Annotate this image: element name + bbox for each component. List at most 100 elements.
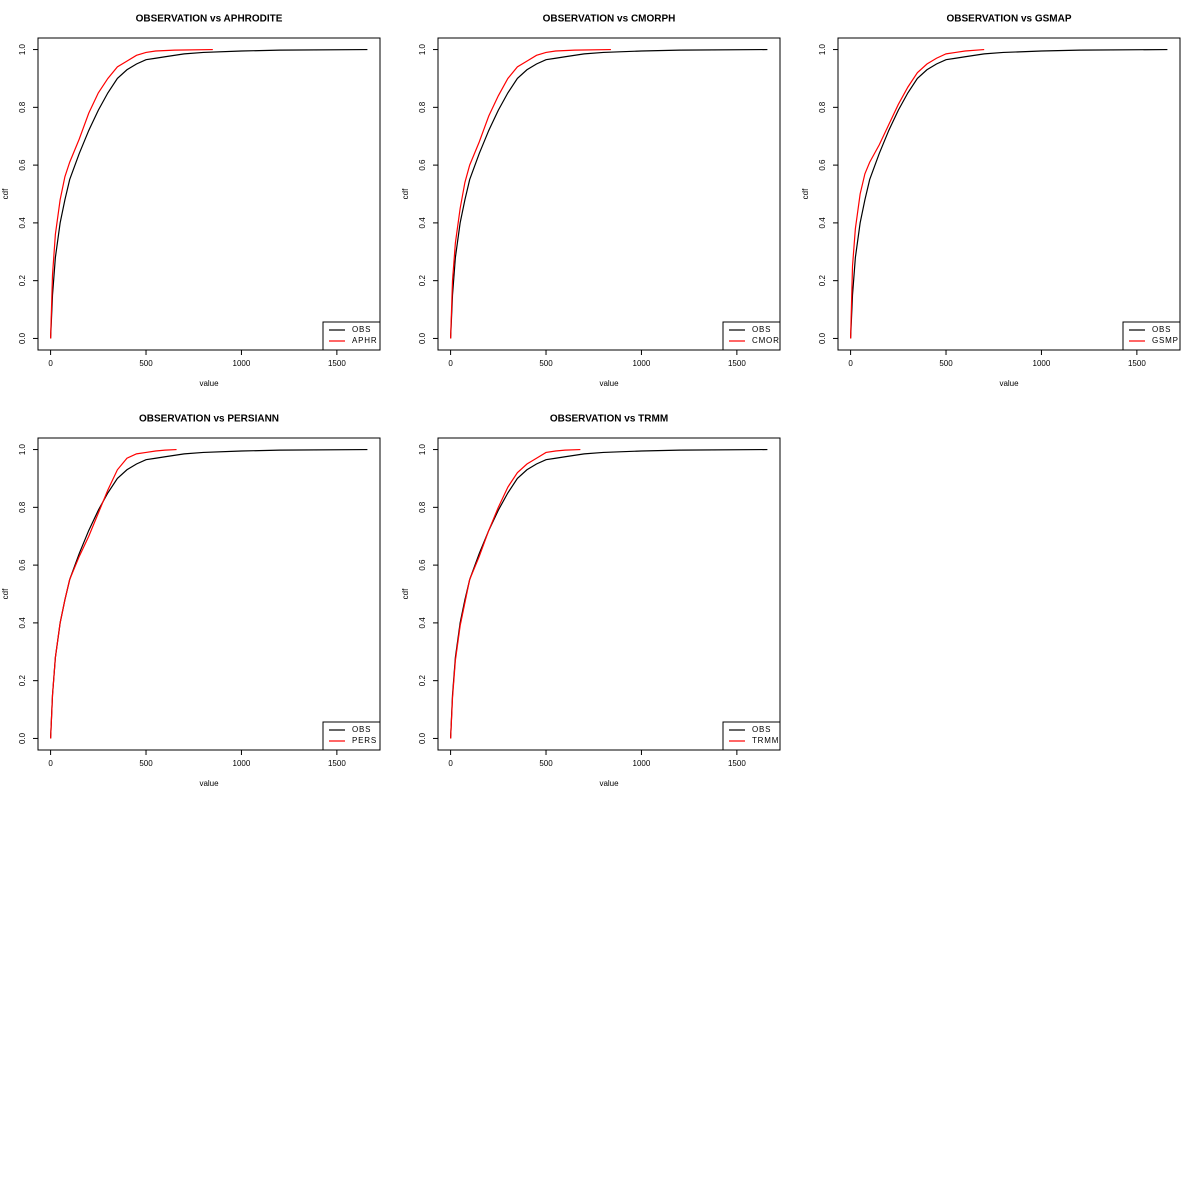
y-tick-label: 0.4 xyxy=(418,617,427,629)
legend-label: GSMP xyxy=(1152,336,1179,345)
y-tick-label: 0.6 xyxy=(818,159,827,171)
legend-label: CMOR xyxy=(752,336,780,345)
x-tick-label: 1000 xyxy=(233,359,251,368)
y-tick-label: 0.0 xyxy=(18,332,27,344)
y-axis-label: cdf xyxy=(401,188,410,199)
legend-label: APHR xyxy=(352,336,377,345)
x-tick-label: 1500 xyxy=(328,359,346,368)
legend-label: OBS xyxy=(1152,325,1171,334)
chart-title: OBSERVATION vs TRMM xyxy=(550,414,668,425)
panel: OBSERVATION vs CMORPH value cdf 0 500 1000 150… xyxy=(401,14,781,388)
x-tick-label: 1500 xyxy=(728,759,746,768)
legend-label: OBS xyxy=(352,325,371,334)
x-axis-label: value xyxy=(599,779,619,788)
panel: OBSERVATION vs APHRODITE value cdf 0 500 1000… xyxy=(1,14,381,388)
x-axis-label: value xyxy=(599,379,619,388)
y-tick-label: 0.0 xyxy=(418,732,427,744)
legend-label: TRMM xyxy=(752,736,779,745)
cdf-line xyxy=(449,448,581,739)
plot-box xyxy=(437,37,781,351)
y-tick-label: 0.0 xyxy=(18,732,27,744)
x-tick-label: 0 xyxy=(848,359,853,368)
legend-label: OBS xyxy=(352,725,371,734)
x-tick-label: 1000 xyxy=(633,359,651,368)
cdf-line xyxy=(449,48,611,339)
y-tick-label: 0.6 xyxy=(418,159,427,171)
cdf-line xyxy=(449,448,768,739)
x-tick-label: 0 xyxy=(48,359,53,368)
legend-label: PERS xyxy=(352,736,377,745)
legend-box xyxy=(322,721,381,751)
cdf-line xyxy=(449,48,768,339)
x-tick-label: 0 xyxy=(448,359,453,368)
y-tick-label: 0.6 xyxy=(18,559,27,571)
x-axis-label: value xyxy=(999,379,1019,388)
y-tick-label: 1.0 xyxy=(18,443,27,455)
y-tick-label: 0.2 xyxy=(818,275,827,287)
y-axis-label: cdf xyxy=(801,188,810,199)
plot-box xyxy=(837,37,1181,351)
y-tick-label: 0.2 xyxy=(18,275,27,287)
plot-box xyxy=(437,437,781,751)
y-tick-label: 1.0 xyxy=(18,43,27,55)
legend-box xyxy=(722,721,781,751)
x-tick-label: 500 xyxy=(139,359,153,368)
cdf-line xyxy=(849,48,1168,339)
legend-box xyxy=(1122,321,1181,351)
x-axis-label: value xyxy=(199,779,219,788)
x-tick-label: 1500 xyxy=(1128,359,1146,368)
plot-box xyxy=(37,37,381,351)
y-axis-label: cdf xyxy=(401,588,410,599)
panel: OBSERVATION vs TRMM value cdf 0 500 1000 1500 0… xyxy=(401,414,781,788)
y-tick-label: 0.8 xyxy=(418,501,427,513)
x-axis-label: value xyxy=(199,379,219,388)
legend-label: OBS xyxy=(752,725,771,734)
y-axis-label: cdf xyxy=(1,188,10,199)
y-tick-label: 0.0 xyxy=(818,332,827,344)
y-tick-label: 1.0 xyxy=(418,43,427,55)
chart-title: OBSERVATION vs PERSIANN xyxy=(139,414,279,425)
x-tick-label: 1000 xyxy=(233,759,251,768)
y-tick-label: 0.8 xyxy=(18,501,27,513)
cdf-line xyxy=(49,48,368,339)
y-tick-label: 0.2 xyxy=(18,675,27,687)
y-tick-label: 1.0 xyxy=(818,43,827,55)
y-tick-label: 0.6 xyxy=(18,159,27,171)
cdf-line xyxy=(849,48,985,339)
legend-box xyxy=(722,321,781,351)
cdf-line xyxy=(49,448,177,739)
y-tick-label: 0.4 xyxy=(418,217,427,229)
legend-label: OBS xyxy=(752,325,771,334)
legend-box xyxy=(322,321,381,351)
x-tick-label: 1500 xyxy=(728,359,746,368)
y-tick-label: 0.8 xyxy=(418,101,427,113)
panel: OBSERVATION vs GSMAP value cdf 0 500 1000 1500… xyxy=(801,14,1181,388)
x-tick-label: 0 xyxy=(448,759,453,768)
y-tick-label: 0.8 xyxy=(18,101,27,113)
x-tick-label: 1000 xyxy=(633,759,651,768)
chart-title: OBSERVATION vs GSMAP xyxy=(946,14,1071,25)
panel: OBSERVATION vs PERSIANN value cdf 0 500 1000 1… xyxy=(1,414,381,788)
chart-title: OBSERVATION vs CMORPH xyxy=(543,14,676,25)
x-tick-label: 500 xyxy=(939,359,953,368)
y-tick-label: 0.4 xyxy=(818,217,827,229)
x-tick-label: 1000 xyxy=(1033,359,1051,368)
x-tick-label: 500 xyxy=(539,759,553,768)
y-tick-label: 0.4 xyxy=(18,617,27,629)
y-tick-label: 0.2 xyxy=(418,275,427,287)
chart-title: OBSERVATION vs APHRODITE xyxy=(136,14,283,25)
y-tick-label: 0.8 xyxy=(818,101,827,113)
plot-box xyxy=(37,437,381,751)
y-tick-label: 0.4 xyxy=(18,217,27,229)
y-tick-label: 0.2 xyxy=(418,675,427,687)
y-tick-label: 1.0 xyxy=(418,443,427,455)
cdf-line xyxy=(49,48,213,339)
x-tick-label: 1500 xyxy=(328,759,346,768)
x-tick-label: 500 xyxy=(139,759,153,768)
cdf-line xyxy=(49,448,368,739)
x-tick-label: 0 xyxy=(48,759,53,768)
x-tick-label: 500 xyxy=(539,359,553,368)
y-tick-label: 0.6 xyxy=(418,559,427,571)
y-axis-label: cdf xyxy=(1,588,10,599)
